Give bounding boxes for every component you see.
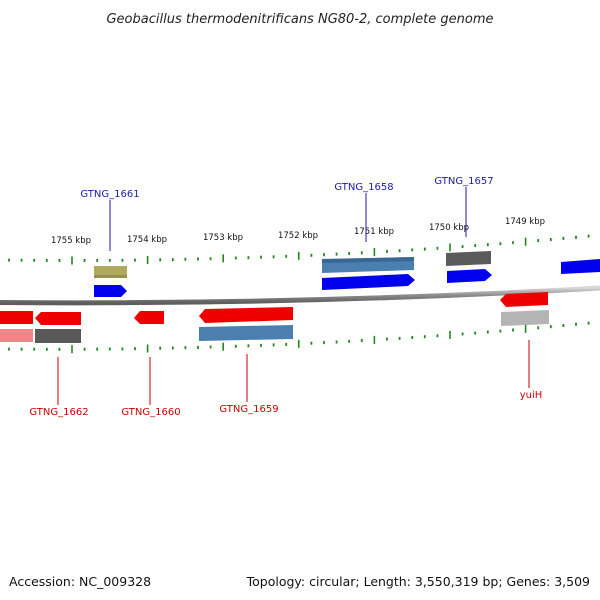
feature-bar-gtng-1657[interactable] — [446, 251, 491, 266]
gene-label-gtng-1657[interactable]: GTNG_1657 — [434, 176, 493, 187]
kbp-labels: 1755 kbp 1754 kbp 1753 kbp 1752 kbp 1751… — [51, 217, 545, 246]
cds-arrow-gtng-1662[interactable] — [0, 311, 33, 324]
accession-text: Accession: NC_009328 — [9, 574, 151, 589]
genome-backbone — [0, 285, 600, 306]
cds-arrow-yuih[interactable] — [500, 292, 548, 307]
cds-arrow-gtng-1658[interactable] — [322, 274, 415, 290]
gene-label-gtng-1659[interactable]: GTNG_1659 — [219, 404, 278, 415]
map-title: Geobacillus thermodenitrificans NG80-2, … — [106, 12, 493, 27]
feature-bar-reverse-2[interactable] — [35, 329, 81, 343]
kbp-label-1755: 1755 kbp — [51, 236, 91, 246]
gene-label-yuih[interactable]: yuiH — [520, 390, 543, 401]
feature-bar-gtng-1658-top — [322, 257, 414, 263]
gene-label-gtng-1658[interactable]: GTNG_1658 — [334, 182, 393, 193]
leader-lines — [57, 187, 530, 405]
gene-label-gtng-1660[interactable]: GTNG_1660 — [121, 407, 180, 418]
feature-bar-gtng-1662[interactable] — [0, 329, 33, 342]
feature-bar-gtng-1661-shade — [94, 275, 127, 278]
gene-labels: GTNG_1661 GTNG_1658 GTNG_1657 GTNG_1662 … — [29, 176, 542, 418]
kbp-label-1753: 1753 kbp — [203, 233, 243, 243]
reverse-strand-features — [0, 292, 549, 343]
kbp-label-1752: 1752 kbp — [278, 231, 318, 241]
forward-strand-features — [94, 251, 600, 297]
cds-arrow-gtng-1659[interactable] — [199, 307, 293, 323]
lower-tick-scale — [8, 321, 590, 354]
cds-arrow-edge-right[interactable] — [561, 259, 600, 274]
topology-summary-text: Topology: circular; Length: 3,550,319 bp… — [246, 574, 590, 589]
kbp-label-1751: 1751 kbp — [354, 227, 394, 237]
gene-label-gtng-1661[interactable]: GTNG_1661 — [80, 189, 139, 200]
feature-bar-gtng-1659[interactable] — [199, 325, 293, 341]
upper-tick-scale — [8, 234, 590, 265]
cds-arrow-reverse-2[interactable] — [35, 312, 81, 325]
feature-bar-yuih[interactable] — [501, 310, 549, 326]
cds-arrow-gtng-1660[interactable] — [134, 311, 164, 324]
kbp-label-1750: 1750 kbp — [429, 223, 469, 233]
kbp-label-1754: 1754 kbp — [127, 235, 167, 245]
cds-arrow-gtng-1657[interactable] — [447, 269, 492, 283]
gene-label-gtng-1662[interactable]: GTNG_1662 — [29, 407, 88, 418]
kbp-label-1749: 1749 kbp — [505, 217, 545, 227]
cds-arrow-gtng-1661[interactable] — [94, 285, 127, 297]
